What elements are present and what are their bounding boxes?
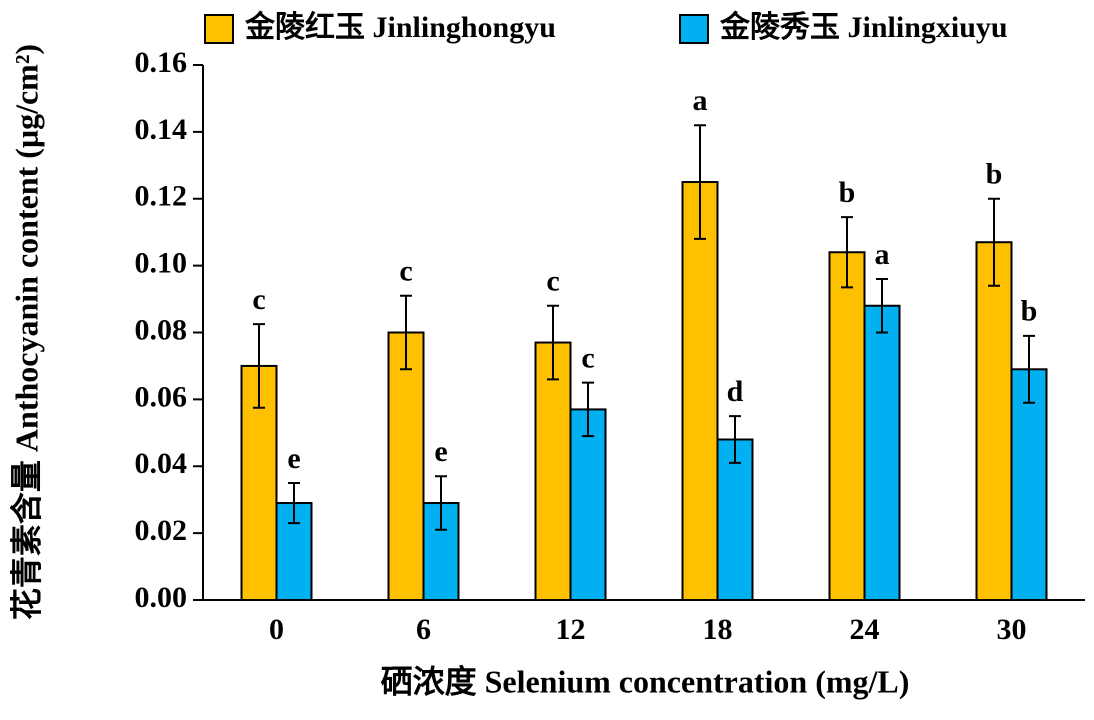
error-bar (1023, 334, 1035, 404)
error-bar (988, 197, 1000, 287)
y-tick-label: 0.14 (135, 113, 188, 146)
significance-label: c (399, 255, 412, 288)
legend-label: 金陵秀玉 Jinlingxiuyu (719, 10, 1008, 44)
error-bar (694, 124, 706, 240)
significance-label: c (581, 342, 594, 375)
legend-swatch (679, 14, 709, 44)
error-bar (253, 323, 265, 409)
bar (569, 408, 607, 601)
error-bar (876, 278, 888, 334)
significance-label: b (1021, 295, 1038, 328)
y-tick-label: 0.10 (135, 247, 188, 280)
bar (863, 304, 901, 601)
y-tick-label: 0.16 (135, 46, 188, 79)
bar (828, 251, 866, 601)
x-tick-label: 6 (416, 613, 431, 646)
error-bar (288, 481, 300, 525)
error-bar (547, 304, 559, 381)
x-tick-label: 30 (997, 613, 1027, 646)
legend-swatch (204, 14, 234, 44)
error-bar (435, 475, 447, 531)
y-axis-title: 花青素含量 Anthocyanin content (μg/cm²) (8, 44, 44, 620)
y-tick-label: 0.12 (135, 180, 188, 213)
error-bar (729, 415, 741, 464)
bar (534, 341, 572, 601)
error-bar (582, 381, 594, 438)
significance-label: a (875, 238, 890, 271)
significance-label: a (693, 84, 708, 117)
significance-label: c (252, 283, 265, 316)
significance-label: d (727, 375, 744, 408)
x-tick-label: 24 (850, 613, 880, 646)
error-bar (841, 216, 853, 289)
y-tick-label: 0.06 (135, 380, 188, 413)
x-tick-label: 12 (556, 613, 586, 646)
significance-label: b (839, 176, 856, 209)
significance-label: e (287, 442, 300, 475)
significance-label: e (434, 435, 447, 468)
y-tick-label: 0.08 (135, 313, 188, 346)
bar (716, 438, 754, 601)
y-tick-label: 0.02 (135, 514, 188, 547)
x-tick-label: 0 (269, 613, 284, 646)
x-axis-title: 硒浓度 Selenium concentration (mg/L) (381, 663, 910, 699)
x-tick-label: 18 (703, 613, 733, 646)
bar (1010, 368, 1048, 601)
significance-label: b (986, 158, 1003, 191)
significance-label: c (546, 265, 559, 298)
y-tick-label: 0.04 (135, 447, 188, 480)
bar (681, 181, 719, 601)
y-tick-label: 0.00 (135, 581, 188, 614)
bar (387, 331, 425, 601)
bar (975, 241, 1013, 601)
legend-label: 金陵红玉 Jinlinghongyu (244, 10, 556, 44)
error-bar (400, 294, 412, 371)
